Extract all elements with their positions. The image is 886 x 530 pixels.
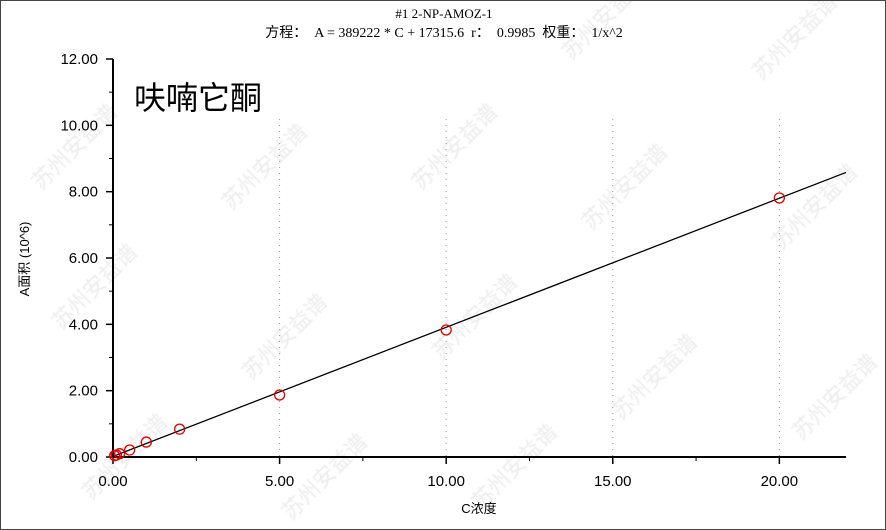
y-tick-label: 4.00 xyxy=(69,316,98,333)
x-tick-label: 15.00 xyxy=(594,473,632,490)
data-point xyxy=(140,436,152,448)
y-tick-label: 12.00 xyxy=(60,51,98,68)
y-tick-label: 6.00 xyxy=(69,250,98,267)
fit-line xyxy=(112,171,847,458)
grid xyxy=(279,119,780,457)
y-tick-label: 2.00 xyxy=(69,383,98,400)
axes xyxy=(112,59,846,458)
ticks: 0.00 5.00 10.00 15.00 20.00 0.00 2.00 4.00 6.00 8… xyxy=(60,51,798,490)
sample-title: #1 2-NP-AMOZ-1 xyxy=(395,6,493,21)
data-point xyxy=(124,444,136,456)
x-tick-label: 5.00 xyxy=(265,473,294,490)
y-tick-label: 10.00 xyxy=(60,117,98,134)
x-axis-label: C浓度 xyxy=(461,501,496,516)
data-point xyxy=(114,448,126,460)
y-axis-label: A面积 (10^6) xyxy=(17,222,32,297)
data-point xyxy=(173,423,186,435)
data-point xyxy=(273,389,286,401)
compound-annotation: 呋喃它酮 xyxy=(134,79,262,117)
marks xyxy=(109,171,847,462)
y-tick-label: 0.00 xyxy=(69,449,98,466)
data-point xyxy=(440,324,452,336)
x-tick-label: 0.00 xyxy=(98,473,127,490)
y-tick-label: 8.00 xyxy=(69,184,98,201)
equation-text: 方程： A = 389222 * C + 17315.6 r： 0.9985 权… xyxy=(265,26,623,41)
x-tick-label: 10.00 xyxy=(427,473,465,490)
data-point xyxy=(773,192,786,204)
x-tick-label: 20.00 xyxy=(761,473,799,490)
